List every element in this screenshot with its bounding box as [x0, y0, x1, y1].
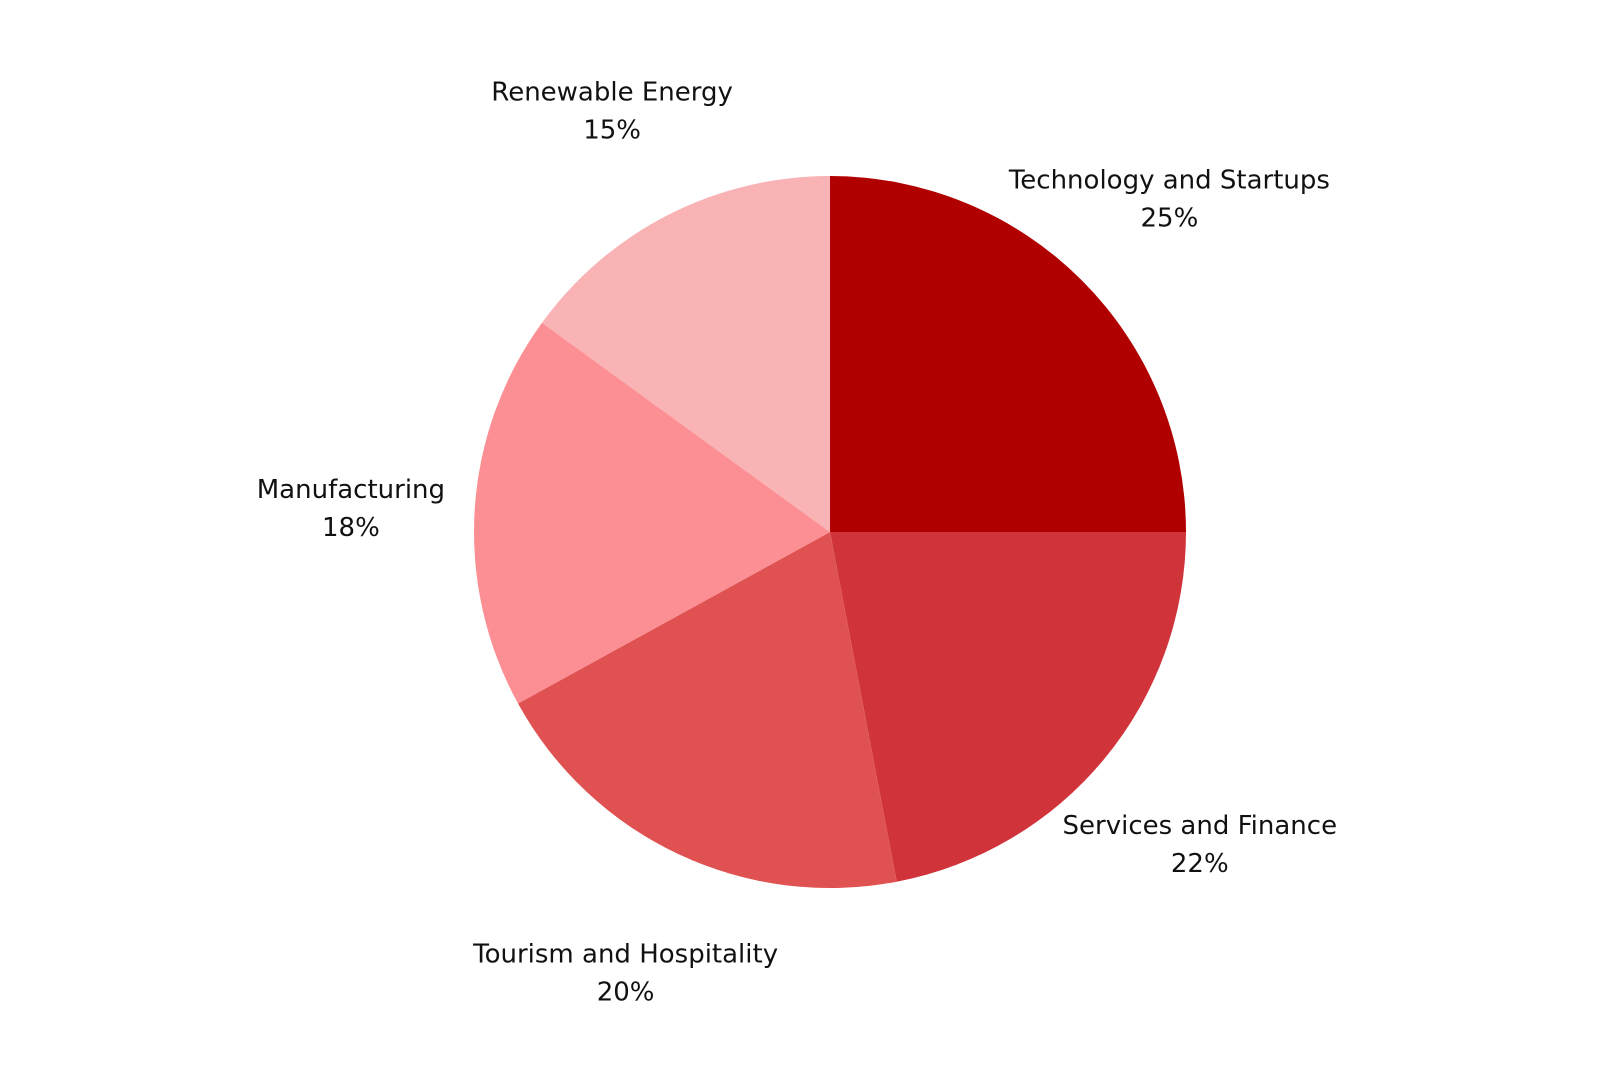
slice-label-group: Technology and Startups 25% [1008, 166, 1330, 234]
slice-label: Manufacturing [257, 475, 445, 505]
pie-slice-manufacturing [473, 322, 830, 704]
pie-slice-renewable-energy [541, 176, 830, 532]
slice-value-label: 25% [1141, 204, 1199, 234]
pie-slice-tourism-and-hospitality [518, 532, 897, 888]
slice-label-group: Services and Finance 22% [1063, 811, 1338, 879]
pie-slice-technology-and-startups [830, 176, 1186, 532]
slice-label: Technology and Startups [1008, 166, 1330, 196]
slice-value-label: 22% [1171, 849, 1229, 879]
pie-slices [473, 176, 1186, 888]
slice-label-group: Renewable Energy 15% [491, 77, 733, 145]
slice-label: Renewable Energy [491, 77, 733, 107]
pie-labels: Technology and Startups 25% Services and F… [257, 77, 1337, 1007]
slice-label-group: Tourism and Hospitality 20% [472, 939, 778, 1007]
slice-value-label: 18% [322, 513, 380, 543]
slice-value-label: 15% [583, 115, 641, 145]
slice-label: Services and Finance [1063, 811, 1338, 841]
slice-label-group: Manufacturing 18% [257, 475, 445, 543]
pie-slice-services-and-finance [830, 532, 1186, 882]
slice-label: Tourism and Hospitality [472, 939, 778, 969]
slice-value-label: 20% [597, 977, 655, 1007]
